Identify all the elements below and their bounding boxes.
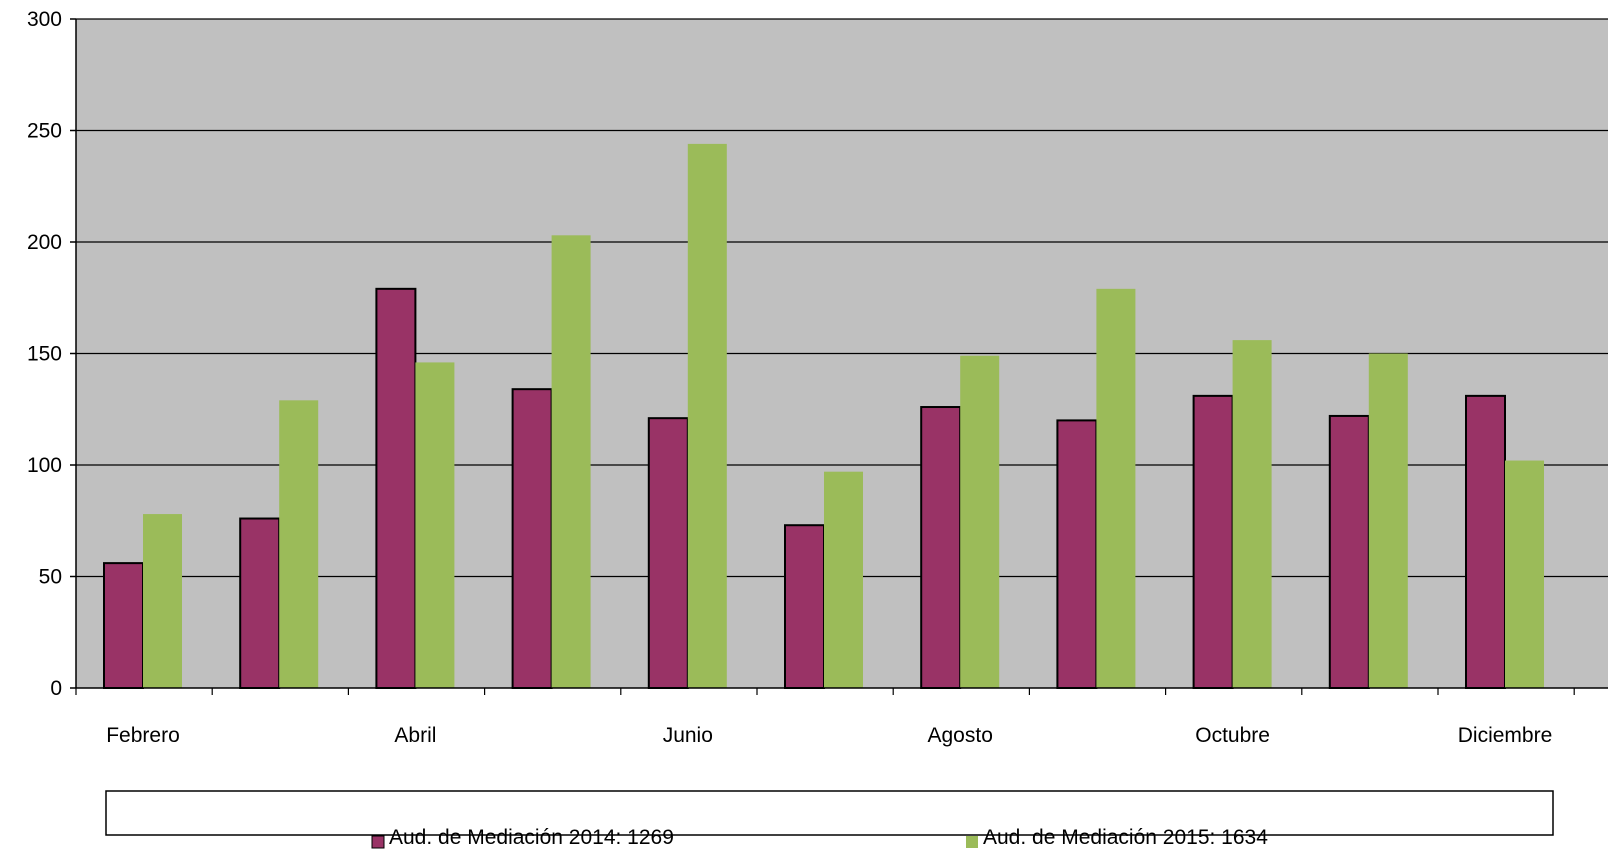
bar-2014-8 [1192,394,1234,689]
bar-2015-4 [687,143,727,688]
legend-swatch-2014 [371,835,385,849]
legend-label-2015: Aud. de Mediación 2015: 1634 [983,826,1268,849]
x-tick-label: Octubre [1195,724,1270,747]
bar-2015-9 [1368,353,1408,688]
y-tick-label: 200 [27,231,62,254]
y-tick-label: 250 [27,120,62,143]
bar-2014-2 [375,287,417,689]
bar-2015-7 [1096,288,1136,688]
x-tick-label: Agosto [928,724,993,747]
legend: Aud. de Mediación 2014: 1269 Aud. de Med… [105,790,1554,849]
legend-swatch-2015 [966,836,978,848]
x-tick-label: Diciembre [1458,724,1553,747]
y-tick-label: 300 [27,8,62,31]
bar-2014-1 [239,517,281,690]
bar-2015-3 [551,235,591,688]
x-tick-label: Junio [663,724,713,747]
legend-label-2014: Aud. de Mediación 2014: 1269 [389,826,674,849]
bar-2014-5 [784,524,825,690]
bar-2014-3 [511,388,553,689]
bar-2014-4 [647,417,689,689]
y-tick-label: 150 [27,343,62,366]
bar-2014-6 [920,406,962,689]
gridlines [76,18,1608,578]
bar-2015-0 [143,514,182,688]
x-tick-label: Febrero [106,724,180,747]
legend-box [105,790,1554,836]
bar-2015-5 [824,471,863,688]
x-axis-ticks: Febrero Abril Junio Agosto Octubre Diciembre [75,688,1575,747]
y-tick-label: 50 [39,566,62,589]
bar-2014-9 [1328,414,1370,689]
x-tick-label: Abril [394,724,436,747]
bar-2015-6 [960,355,1000,688]
bar-2014-7 [1056,419,1098,689]
bar-2015-10 [1505,460,1544,688]
y-tick-label: 0 [50,677,62,700]
bar-2014-0 [103,562,144,689]
bar-2015-2 [415,362,455,688]
y-axis-ticks: 0 50 100 150 200 250 300 [27,8,76,700]
y-tick-label: 100 [27,454,62,477]
bar-2015-1 [279,400,319,688]
bar-2014-10 [1465,394,1506,689]
bars [103,143,1544,690]
bar-2015-8 [1232,340,1272,688]
